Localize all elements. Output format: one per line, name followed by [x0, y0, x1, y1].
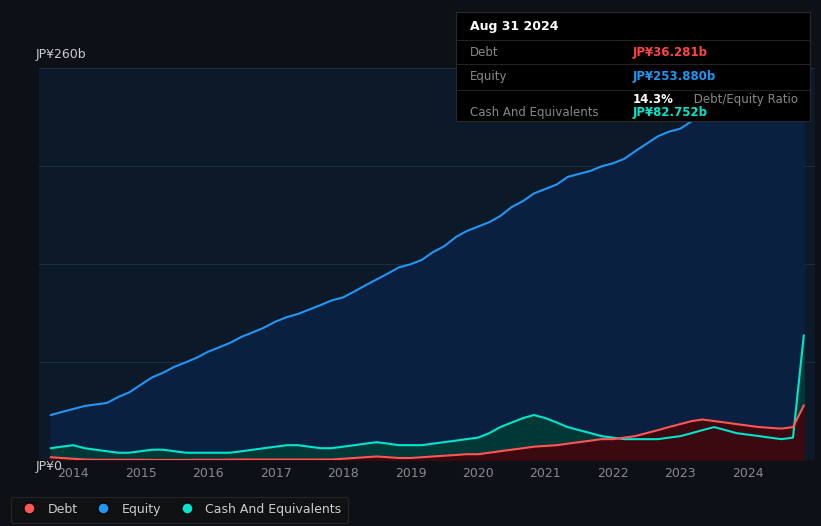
Text: JP¥0: JP¥0	[35, 460, 62, 473]
Text: JP¥260b: JP¥260b	[35, 47, 86, 60]
Text: Cash And Equivalents: Cash And Equivalents	[470, 106, 599, 119]
Text: JP¥82.752b: JP¥82.752b	[633, 106, 708, 119]
Legend: Debt, Equity, Cash And Equivalents: Debt, Equity, Cash And Equivalents	[11, 497, 348, 522]
Text: Equity: Equity	[470, 69, 507, 83]
Text: JP¥36.281b: JP¥36.281b	[633, 46, 708, 58]
Text: Debt: Debt	[470, 46, 498, 58]
Text: 14.3%: 14.3%	[633, 93, 674, 106]
Text: Aug 31 2024: Aug 31 2024	[470, 21, 558, 33]
Text: JP¥253.880b: JP¥253.880b	[633, 69, 716, 83]
Text: Debt/Equity Ratio: Debt/Equity Ratio	[690, 93, 798, 106]
